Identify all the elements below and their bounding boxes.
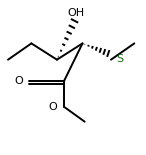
- Text: S: S: [116, 54, 123, 64]
- Text: OH: OH: [67, 8, 85, 18]
- Text: O: O: [15, 76, 23, 86]
- Text: O: O: [48, 102, 57, 112]
